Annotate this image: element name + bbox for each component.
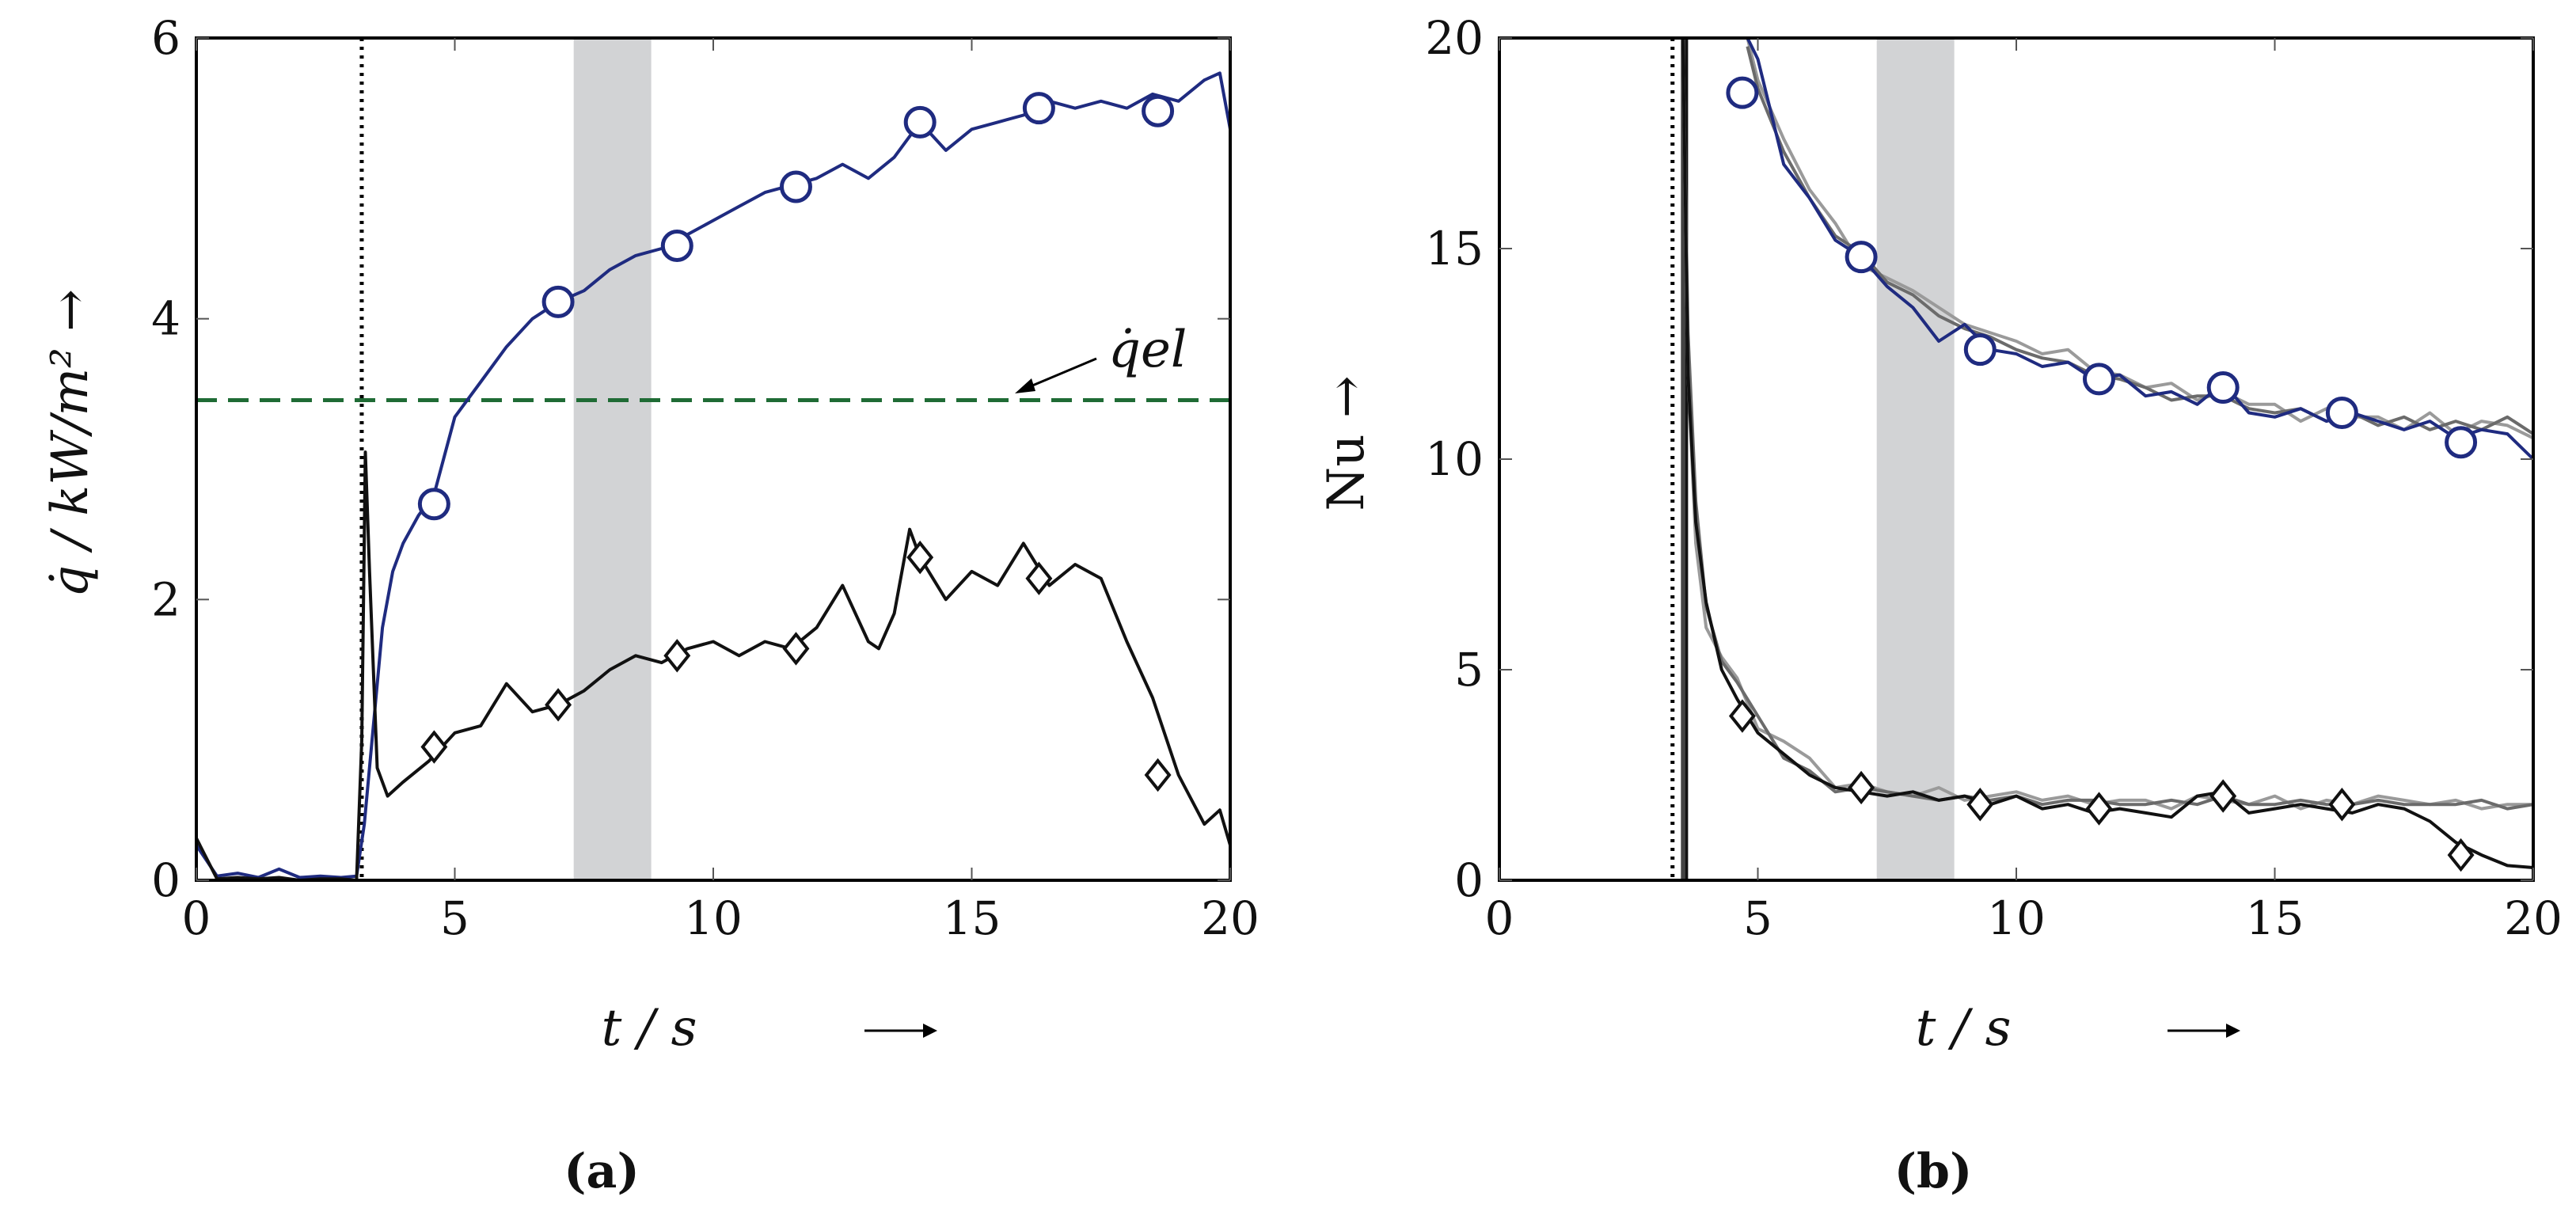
panel-b-frame (1498, 36, 2535, 882)
panel-b-diamond-marker (2328, 788, 2356, 822)
panel-b-circle-marker (2206, 371, 2240, 405)
panel-b-diamond-marker (2209, 779, 2237, 813)
panel-a-xtick-label: 10 (684, 891, 743, 945)
panel-b-ytick-label: 0 (1454, 853, 1484, 907)
panel-a-ytick-label: 6 (151, 11, 180, 65)
panel-b-circle-marker (1845, 241, 1878, 274)
panel-a-xtick-label: 20 (1201, 891, 1260, 945)
panel-a-circle-marker (779, 170, 812, 203)
panel-a-ylabel: q̇ / kW/m² → (41, 289, 100, 598)
panel-b-ticks: 0 5 10 15 20 0 5 10 15 20 (1425, 11, 2563, 945)
panel-b-band-rect (1876, 38, 1955, 880)
qel-label: q̇el (1108, 321, 1187, 379)
panel-b-xtick-label: 20 (2504, 891, 2563, 945)
qel-arrow-line (1020, 357, 1097, 392)
panel-a-diamond-marker (782, 632, 810, 666)
qel-arrow-head (1015, 378, 1035, 393)
panel-a-xlabel-arrowhead (923, 1024, 937, 1038)
panel-a-circle-marker (1022, 92, 1055, 125)
panel-b-circle-marker (2082, 363, 2115, 396)
panel-a: 0 5 10 15 20 0 2 4 6 q̇el t / s q̇ / kW/m² → (a) (41, 11, 1260, 1199)
panel-b-markers (1726, 76, 2478, 872)
panel-a-xlabel: t / s (602, 999, 697, 1058)
panel-a-markers (417, 92, 1175, 792)
panel-a-ticks: 0 5 10 15 20 0 2 4 6 (151, 11, 1260, 945)
panel-a-band-rect (573, 38, 652, 880)
panel-b-ytick-label: 15 (1425, 222, 1484, 275)
panel-a-xtick-label: 0 (182, 891, 211, 945)
panel-b-series-4-line (1681, 38, 2533, 811)
panel-b-circle-marker (1726, 76, 1759, 109)
panel-b-diamond-marker (1966, 788, 1994, 822)
panel-a-circle-marker (541, 285, 575, 318)
panel-b-ylabel: Nu → (1317, 375, 1376, 511)
panel-a-series-group (196, 71, 1230, 880)
panel-b-xtick-label: 0 (1485, 891, 1514, 945)
panel-a-diamond-marker (1144, 758, 1172, 792)
panel-a-circle-marker (417, 488, 450, 521)
panel-b-xtick-label: 5 (1743, 891, 1772, 945)
panel-a-diamond-marker (663, 639, 691, 673)
panel-a-caption: (a) (564, 1144, 640, 1199)
panel-b: 0 5 10 15 20 0 5 10 15 20 t / s Nu → (b) (1317, 11, 2563, 1199)
panel-b-diamond-marker (1728, 699, 1756, 733)
panel-a-circle-marker (660, 229, 693, 262)
panel-b-ytick-label: 20 (1425, 11, 1484, 65)
panel-b-diamond-marker (1848, 770, 1875, 805)
panel-a-series-0-line (196, 71, 1230, 879)
panel-a-frame (195, 36, 1232, 882)
panel-a-xtick-label: 5 (440, 891, 469, 945)
panel-b-xlabel-arrowhead (2226, 1024, 2240, 1038)
panel-b-series-1-line (1746, 46, 2533, 435)
panel-b-series-0-line (1746, 38, 2533, 440)
panel-b-xtick-label: 15 (2246, 891, 2304, 945)
panel-b-xtick-label: 10 (1987, 891, 2046, 945)
panel-b-diamond-marker (2085, 792, 2113, 826)
panel-b-shaded-band (1876, 38, 1955, 880)
panel-a-diamond-marker (906, 540, 934, 575)
panel-b-ytick-label: 5 (1454, 643, 1484, 697)
panel-b-series-3-line (1681, 38, 2533, 811)
panel-b-circle-marker (2445, 426, 2478, 459)
panel-a-diamond-marker (420, 730, 448, 764)
panel-a-circle-marker (903, 105, 937, 139)
panel-a-qel-annotation: q̇el (1015, 321, 1187, 393)
panel-b-ytick-label: 10 (1425, 432, 1484, 486)
panel-b-caption: (b) (1894, 1144, 1973, 1199)
panel-b-series-5-line (1681, 38, 2533, 869)
panel-a-series-1-line (196, 450, 1230, 880)
panel-a-diamond-marker (1025, 561, 1053, 595)
panel-a-xtick-label: 15 (943, 891, 1001, 945)
panel-a-ytick-label: 0 (151, 853, 180, 907)
panel-a-diamond-marker (545, 688, 572, 722)
panel-b-xlabel: t / s (1916, 999, 2012, 1058)
panel-a-ytick-label: 2 (151, 572, 180, 626)
panel-b-circle-marker (2325, 396, 2358, 429)
panel-b-series-group (1681, 38, 2533, 880)
panel-b-circle-marker (1963, 333, 1997, 367)
panel-a-shaded-band (573, 38, 652, 880)
panel-b-diamond-marker (2447, 838, 2475, 872)
panel-a-ytick-label: 4 (151, 292, 180, 346)
panel-a-circle-marker (1142, 94, 1175, 127)
